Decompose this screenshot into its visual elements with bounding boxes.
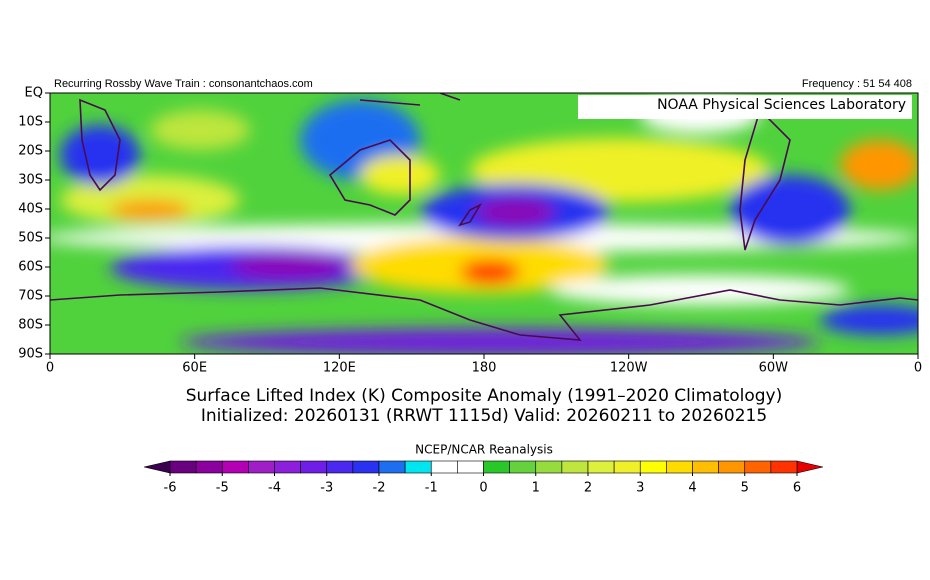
y-tick-label: 30S	[18, 173, 43, 188]
colorbar-box	[509, 460, 537, 474]
x-tick-label: 120E	[323, 361, 356, 376]
colorbar-box	[666, 460, 693, 474]
colorbar-box	[195, 460, 223, 474]
colorbar-box	[718, 460, 746, 474]
header-right: Frequency : 51 54 408	[802, 78, 912, 90]
y-tick-label: 60S	[18, 260, 43, 275]
colorbar-box	[770, 460, 798, 474]
colorbar-box	[430, 460, 458, 474]
colorbar-box	[457, 460, 484, 474]
colorbar-box	[221, 460, 249, 474]
colorbar-under	[143, 460, 171, 474]
anomaly-field	[50, 93, 918, 354]
x-tick-label: 60E	[182, 361, 207, 376]
y-tick-label: 20S	[18, 144, 43, 159]
x-tick-label: 180	[472, 361, 497, 376]
y-tick-label: 80S	[18, 318, 43, 333]
y-tick-label: 50S	[18, 231, 43, 246]
colorbar-box	[483, 460, 510, 474]
header-left: Recurring Rossby Wave Train : consonantc…	[54, 78, 313, 90]
colorbar-tick-label: -3	[320, 481, 333, 496]
colorbar-tick-label: 6	[793, 481, 801, 496]
credit: NOAA Physical Sciences Laboratory	[657, 97, 906, 113]
colorbar-tick-label: 4	[688, 481, 696, 496]
x-tick-label: 120W	[610, 361, 648, 376]
colorbar-box	[248, 460, 275, 474]
colorbar-box	[535, 460, 563, 474]
title-line: Surface Lifted Index (K) Composite Anoma…	[186, 386, 783, 406]
x-tick-label: 60W	[759, 361, 789, 376]
colorbar-box	[326, 460, 354, 474]
colorbar-box	[300, 460, 328, 474]
colorbar-tick-label: -4	[268, 481, 281, 496]
colorbar-box	[274, 460, 301, 474]
colorbar-box	[169, 460, 197, 474]
x-tick-label: 0	[46, 361, 54, 376]
colorbar-box	[352, 460, 380, 474]
colorbar-tick-label: 3	[636, 481, 644, 496]
colorbar-tick-label: -1	[425, 481, 438, 496]
title-line: Initialized: 20260131 (RRWT 1115d) Valid…	[201, 406, 767, 426]
colorbar-box	[378, 460, 406, 474]
y-tick-label: EQ	[25, 86, 43, 101]
colorbar-tick-label: -5	[216, 481, 229, 496]
colorbar-box	[561, 460, 589, 474]
colorbar-tick-label: 5	[741, 481, 749, 496]
colorbar-box	[639, 460, 667, 474]
colorbar-box	[744, 460, 772, 474]
coastlines	[50, 93, 918, 341]
colorbar-tick-label: -6	[164, 481, 177, 496]
colorbar-box	[613, 460, 641, 474]
colorbar-box	[587, 460, 615, 474]
colorbar-box	[404, 460, 432, 474]
colorbar-tick-label: 1	[532, 481, 540, 496]
colorbar-tick-label: 2	[584, 481, 592, 496]
y-tick-label: 10S	[18, 115, 43, 130]
colorbar-box	[692, 460, 719, 474]
colorbar-tick-label: -2	[373, 481, 386, 496]
colorbar-over	[796, 460, 824, 474]
colorbar-tick-label: 0	[479, 481, 487, 496]
colorbar-title: NCEP/NCAR Reanalysis	[415, 443, 553, 457]
credit-box	[578, 95, 912, 119]
x-tick-label: 0	[914, 361, 922, 376]
y-tick-label: 90S	[18, 347, 43, 362]
y-tick-label: 70S	[18, 289, 43, 304]
y-tick-label: 40S	[18, 202, 43, 217]
